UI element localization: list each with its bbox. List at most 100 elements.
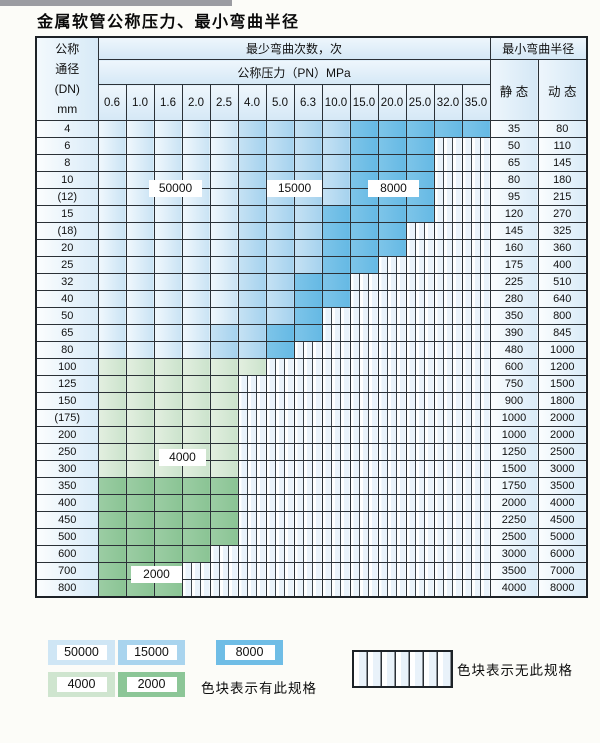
no-spec-cell (405, 392, 435, 410)
spec-cell-15k (265, 290, 295, 308)
spec-cell-50k (125, 324, 155, 342)
dynamic-radius-cell: 2000 (537, 426, 588, 444)
dn-header-line: (DN) (54, 82, 80, 96)
spec-cell-50k (97, 256, 127, 274)
spec-cell-15k (321, 171, 351, 189)
spec-cell-2k (97, 562, 127, 580)
dn-cell: 200 (35, 426, 99, 444)
legend-value-2000: 2000 (126, 677, 177, 692)
dynamic-radius-cell: 8000 (537, 579, 588, 598)
no-spec-cell (461, 460, 491, 478)
dn-cell: 32 (35, 273, 99, 291)
no-spec-cell (377, 511, 407, 529)
dynamic-radius-cell: 400 (537, 256, 588, 274)
no-spec-cell (433, 392, 463, 410)
spec-cell-50k (97, 154, 127, 172)
no-spec-cell (433, 290, 463, 308)
table-row: (12) 95 215 (35, 188, 588, 206)
no-spec-cell (349, 273, 379, 291)
dynamic-radius-cell: 270 (537, 205, 588, 223)
spec-cell-4k (125, 460, 155, 478)
dynamic-radius-cell: 1500 (537, 375, 588, 393)
no-spec-cell (321, 392, 351, 410)
spec-cell-2k (97, 528, 127, 546)
spec-cell-2k (97, 579, 127, 598)
no-spec-cell (349, 358, 379, 376)
spec-cell-2k (153, 511, 183, 529)
spec-cell-4k (209, 392, 239, 410)
no-spec-cell (377, 324, 407, 342)
spec-cell-2k (153, 494, 183, 512)
no-spec-cell (293, 392, 323, 410)
no-spec-cell (377, 562, 407, 580)
static-radius-cell: 480 (489, 341, 539, 359)
spec-cell-8k (321, 273, 351, 291)
legend-item-50000: 50000 (48, 640, 115, 665)
no-spec-cell (321, 511, 351, 529)
no-spec-cell (377, 477, 407, 495)
static-radius-cell: 2000 (489, 494, 539, 512)
pressure-col-header: 2.5 (209, 84, 239, 121)
spec-cell-2k (125, 477, 155, 495)
spec-cell-50k (97, 307, 127, 325)
table-row: 20 160 360 (35, 239, 588, 257)
spec-cell-50k (97, 188, 127, 206)
spec-cell-50k (97, 273, 127, 291)
pressure-col-header: 25.0 (405, 84, 435, 121)
static-header: 静 态 (489, 59, 539, 121)
table-row: 500 2500 5000 (35, 528, 588, 546)
scan-artifact-strip (0, 0, 232, 6)
no-spec-cell (377, 409, 407, 427)
no-spec-cell (433, 562, 463, 580)
spec-cell-4k (153, 426, 183, 444)
no-spec-cell (377, 494, 407, 512)
static-radius-cell: 225 (489, 273, 539, 291)
no-spec-cell (377, 307, 407, 325)
table-row: 300 1500 3000 (35, 460, 588, 478)
spec-cell-50k (181, 307, 211, 325)
dynamic-radius-cell: 510 (537, 273, 588, 291)
no-spec-cell (349, 477, 379, 495)
no-spec-cell (405, 579, 435, 598)
pressure-col-header: 15.0 (349, 84, 379, 121)
no-spec-cell (321, 409, 351, 427)
spec-cell-4k (97, 375, 127, 393)
spec-cell-15k (237, 120, 267, 138)
spec-cell-4k (125, 358, 155, 376)
spec-cell-50k (181, 205, 211, 223)
no-spec-cell (237, 375, 267, 393)
spec-cell-50k (181, 256, 211, 274)
no-spec-cell (321, 443, 351, 461)
header-row-3: 0.6 1.0 1.6 2.0 2.5 4.0 5.0 6.3 10.0 15.0 20.0 25.0… (36, 84, 587, 121)
no-spec-cell (405, 307, 435, 325)
no-spec-cell (265, 443, 295, 461)
spec-cell-15k (237, 324, 267, 342)
no-spec-cell (237, 443, 267, 461)
spec-cell-15k (237, 341, 267, 359)
no-spec-cell (461, 341, 491, 359)
no-spec-cell (433, 154, 463, 172)
spec-cell-50k (209, 171, 239, 189)
no-spec-cell (461, 562, 491, 580)
dn-cell: 25 (35, 256, 99, 274)
legend-item-2000: 2000 (118, 672, 185, 697)
no-spec-cell (349, 528, 379, 546)
no-spec-cell (461, 494, 491, 512)
dn-cell: 300 (35, 460, 99, 478)
table-row: 200 1000 2000 (35, 426, 588, 444)
dn-cell: 65 (35, 324, 99, 342)
dn-cell: 400 (35, 494, 99, 512)
spec-cell-8k (293, 307, 323, 325)
static-radius-cell: 350 (489, 307, 539, 325)
no-spec-cell (265, 375, 295, 393)
spec-cell-4k (181, 392, 211, 410)
dynamic-radius-cell: 145 (537, 154, 588, 172)
spec-cell-2k (153, 528, 183, 546)
spec-cell-50k (97, 205, 127, 223)
no-spec-cell (433, 375, 463, 393)
spec-cell-50k (181, 341, 211, 359)
no-spec-cell (405, 290, 435, 308)
spec-cell-15k (293, 222, 323, 240)
spec-cell-8k (349, 120, 379, 138)
dn-cell: 10 (35, 171, 99, 189)
